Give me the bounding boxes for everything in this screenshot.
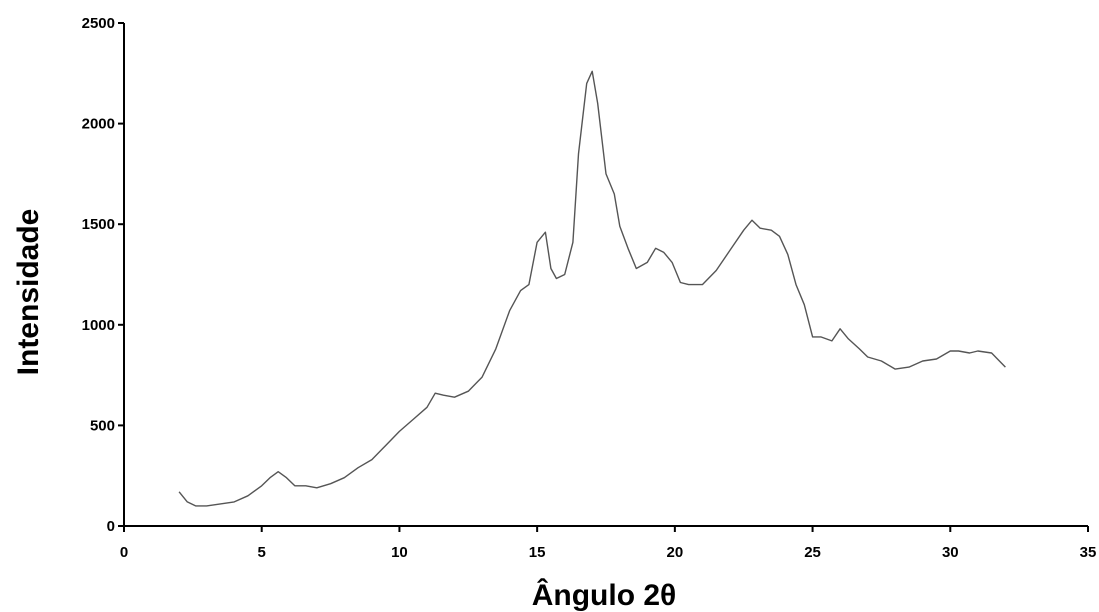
x-tick-label: 5 [258,544,266,561]
x-tick-label: 15 [529,544,546,561]
y-tick-label: 500 [90,417,115,434]
x-tick-label: 20 [667,544,684,561]
x-tick-label: 30 [942,544,959,561]
y-tick-label: 1000 [82,317,115,334]
x-axis-title: Ângulo 2θ [532,578,677,612]
series-line-intensity [178,70,1006,507]
y-axis-title: Intensidade [12,209,45,376]
tick-labels: 0 5 10 15 20 25 30 35 0 500 1000 1500 2000 2500 [82,15,1097,561]
x-tick-label: 35 [1080,544,1097,561]
y-tick-label: 2500 [82,15,115,32]
y-tick-label: 1500 [82,216,115,233]
axes [123,23,1088,527]
x-tick-label: 10 [391,544,408,561]
x-tick-label: 0 [120,544,128,561]
y-tick-label: 0 [107,518,115,535]
y-tick-label: 2000 [82,116,115,133]
x-tick-label: 25 [804,544,821,561]
ticks [118,22,1089,532]
